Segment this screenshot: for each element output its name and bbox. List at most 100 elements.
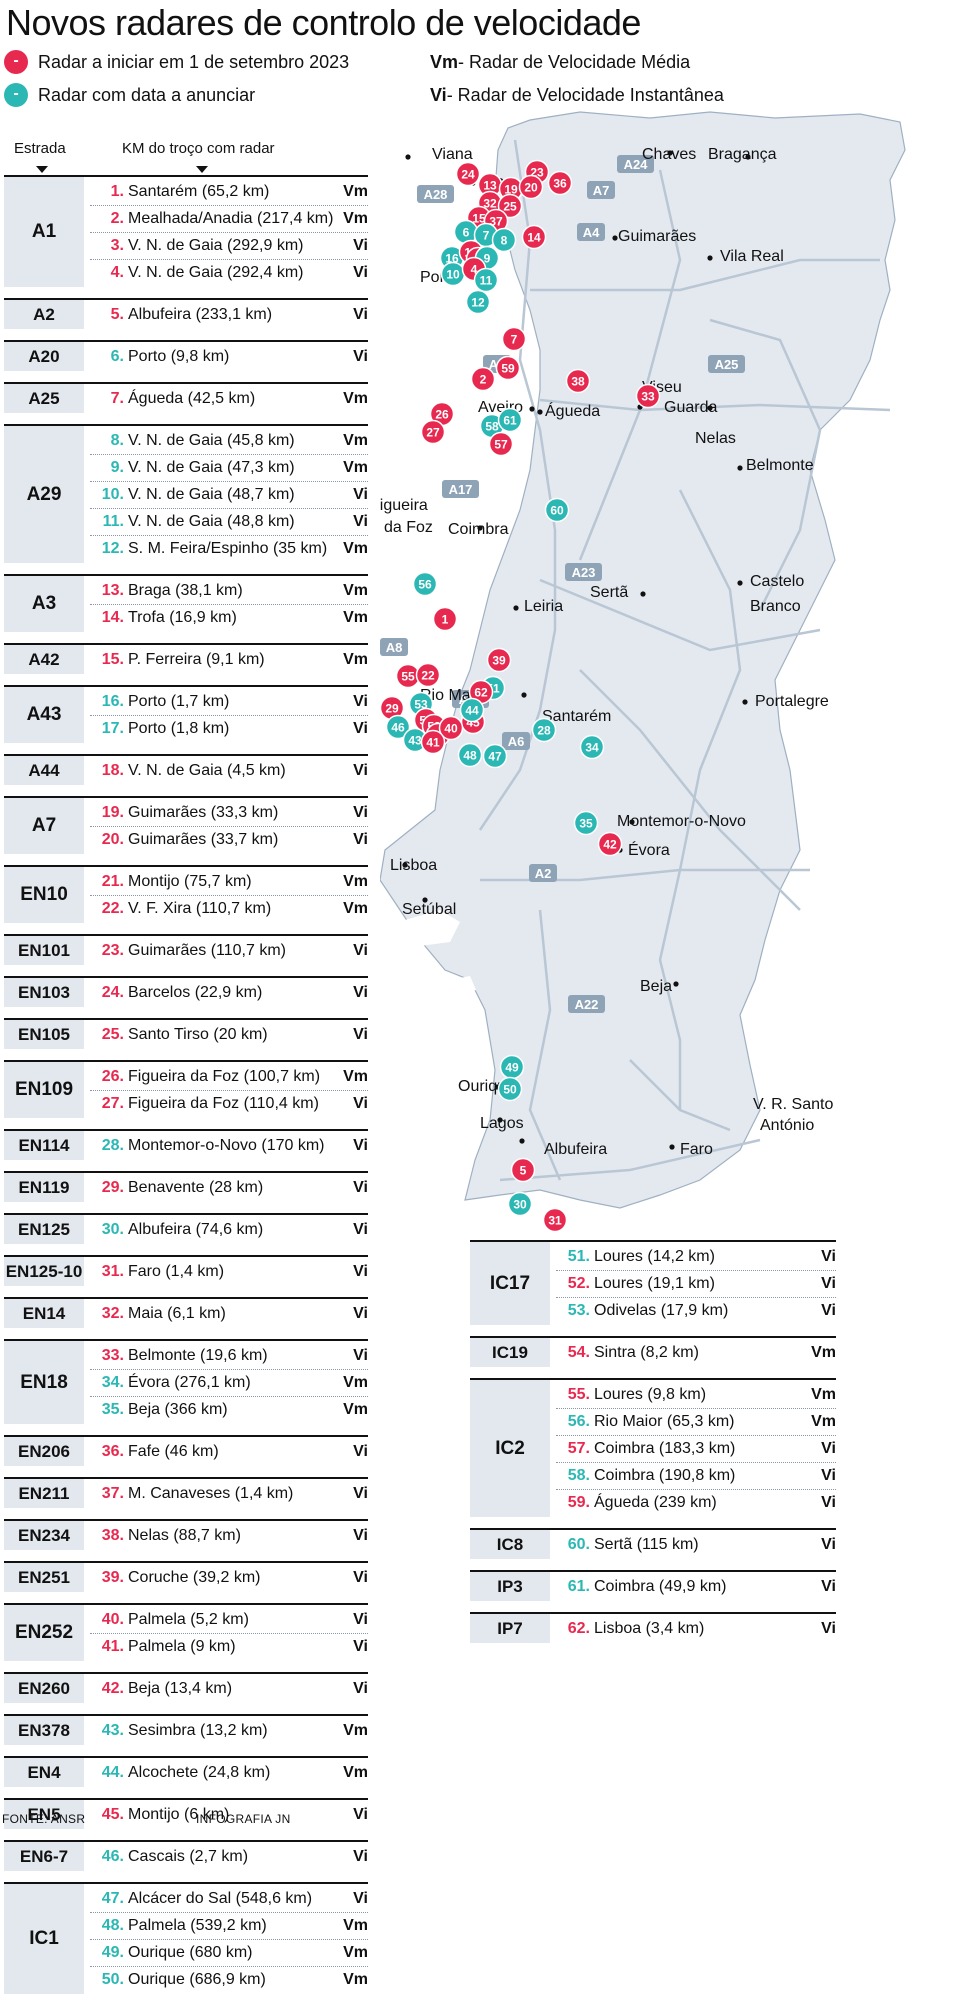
radar-type: Vm xyxy=(811,1385,836,1403)
road-code: A44 xyxy=(4,756,84,785)
radar-number: 47. xyxy=(101,1889,124,1907)
table-row: 15. P. Ferreira (9,1 km) Vm xyxy=(90,646,368,673)
radar-type: Vi xyxy=(821,1439,836,1457)
radar-marker-label: 15 xyxy=(472,212,486,226)
city-dot xyxy=(405,154,411,160)
road-network xyxy=(478,139,891,1182)
radar-marker-label: 41 xyxy=(426,736,440,750)
radar-type: Vi xyxy=(353,719,368,737)
radar-location: Fafe (46 km) xyxy=(128,1442,219,1460)
table-row: 26. Figueira da Foz (100,7 km) Vm xyxy=(90,1063,368,1091)
table-row: 27. Figueira da Foz (110,4 km) Vi xyxy=(90,1090,368,1117)
road-group: EN125 30. Albufeira (74,6 km) Vi xyxy=(4,1213,368,1244)
radar-type: Vi xyxy=(353,761,368,779)
road-shield xyxy=(568,995,605,1013)
radar-location: Trofa (16,9 km) xyxy=(128,608,237,626)
radar-type: Vi xyxy=(353,305,368,323)
radar-marker xyxy=(497,193,523,219)
radar-location: Beja (366 km) xyxy=(128,1400,228,1418)
radar-location: Faro (1,4 km) xyxy=(128,1262,225,1280)
radar-marker xyxy=(459,697,485,723)
tejo-estuary xyxy=(398,910,460,946)
radar-type: Vi xyxy=(353,1442,368,1460)
table-row: 6. Porto (9,8 km) Vi xyxy=(90,343,368,370)
road-shield xyxy=(442,480,479,498)
radar-location: Guimarães (33,3 km) xyxy=(128,803,279,821)
radar-markers: 2423131920363225141537678161839104111275… xyxy=(380,159,661,1233)
radar-number: 40. xyxy=(101,1610,124,1628)
road-group: A7 19. Guimarães (33,3 km) Vi 20. Guimarães (… xyxy=(4,796,368,854)
city-label: Sertã xyxy=(590,584,628,601)
radar-location: Águeda (239 km) xyxy=(594,1493,717,1511)
city-dot xyxy=(707,405,713,411)
radar-marker-label: 11 xyxy=(480,274,493,288)
road-group: A42 15. P. Ferreira (9,1 km) Vm xyxy=(4,643,368,674)
road-code: EN378 xyxy=(4,1716,84,1745)
city-label: Montemor-o-Novo xyxy=(617,813,746,830)
city-label: Branco xyxy=(750,598,801,615)
road-shield-label: A7 xyxy=(593,183,610,198)
radar-location: Beja (13,4 km) xyxy=(128,1679,233,1697)
radar-table-left: A1 1. Santarém (65,2 km) Vm 2. Mealhada/Anadi… xyxy=(4,175,368,1994)
radar-location: Maia (6,1 km) xyxy=(128,1304,226,1322)
radar-table-right: IC17 51. Loures (14,2 km) Vi 52. Loures (19,1… xyxy=(470,1240,836,1810)
radar-number: 54. xyxy=(567,1343,590,1361)
city-label: da Foz xyxy=(384,519,433,536)
radar-number: 13. xyxy=(101,581,124,599)
radar-type: Vi xyxy=(353,347,368,365)
radar-marker-label: 29 xyxy=(385,702,399,716)
radar-type: Vi xyxy=(821,1619,836,1637)
radar-location: Mealhada/Anadia (217,4 km) xyxy=(128,209,334,227)
radar-marker-label: 30 xyxy=(513,1198,527,1212)
road-line xyxy=(539,398,891,412)
radar-marker xyxy=(465,289,491,315)
radar-location: Loures (19,1 km) xyxy=(594,1274,715,1292)
road-group: IC19 54. Sintra (8,2 km) Vm xyxy=(470,1336,836,1367)
road-shield xyxy=(565,563,602,581)
radar-marker-label: 1 xyxy=(442,613,449,627)
radar-marker xyxy=(597,831,623,857)
radar-number: 17. xyxy=(101,719,124,737)
city-dot xyxy=(737,580,743,586)
table-row: 44. Alcochete (24,8 km) Vm xyxy=(90,1759,368,1786)
road-code: EN114 xyxy=(4,1131,84,1160)
road-shield xyxy=(502,732,530,750)
radar-location: Alcácer do Sal (548,6 km) xyxy=(128,1889,313,1907)
radar-marker xyxy=(438,715,464,741)
road-group: EN18 33. Belmonte (19,6 km) Vi 34. Évora (276… xyxy=(4,1339,368,1424)
road-line xyxy=(578,169,682,561)
table-row: 52. Loures (19,1 km) Vi xyxy=(556,1270,836,1298)
road-code: EN14 xyxy=(4,1299,84,1328)
radar-number: 51. xyxy=(567,1247,590,1265)
table-row: 60. Sertã (115 km) Vi xyxy=(556,1531,836,1558)
city-dot xyxy=(742,699,748,705)
radar-number: 19. xyxy=(101,803,124,821)
radar-number: 22. xyxy=(101,899,124,917)
radar-marker xyxy=(473,267,499,293)
radar-location: Porto (1,7 km) xyxy=(128,692,230,710)
radar-location: Palmela (5,2 km) xyxy=(128,1610,249,1628)
legend-vi: Vi - Radar de Velocidade Instantânea xyxy=(430,85,724,106)
radar-type: Vi xyxy=(353,1484,368,1502)
table-row: 3. V. N. de Gaia (292,9 km) Vi xyxy=(90,232,368,260)
table-row: 58. Coimbra (190,8 km) Vi xyxy=(556,1462,836,1490)
table-row: 20. Guimarães (33,7 km) Vi xyxy=(90,826,368,853)
radar-type: Vm xyxy=(343,650,368,668)
table-row: 50. Ourique (686,9 km) Vm xyxy=(90,1966,368,1993)
road-line xyxy=(499,1138,761,1182)
road-group: A43 16. Porto (1,7 km) Vi 17. Porto (1,8 km) V… xyxy=(4,685,368,743)
table-row: 55. Loures (9,8 km) Vm xyxy=(556,1381,836,1409)
legend-red: - Radar a iniciar em 1 de setembro 2023 xyxy=(4,50,349,74)
radar-marker xyxy=(432,606,458,632)
radar-location: Sertã (115 km) xyxy=(594,1535,699,1553)
radar-marker xyxy=(565,368,591,394)
radar-location: Belmonte (19,6 km) xyxy=(128,1346,268,1364)
road-code: IC17 xyxy=(470,1242,550,1325)
radar-type: Vi xyxy=(353,1304,368,1322)
city-label: Chaves xyxy=(642,146,696,163)
road-shield-label: A23 xyxy=(572,565,596,580)
radar-marker-label: 13 xyxy=(483,179,497,193)
radar-marker-label: 40 xyxy=(444,722,458,736)
road-shield xyxy=(577,223,605,241)
radar-marker xyxy=(420,729,446,755)
